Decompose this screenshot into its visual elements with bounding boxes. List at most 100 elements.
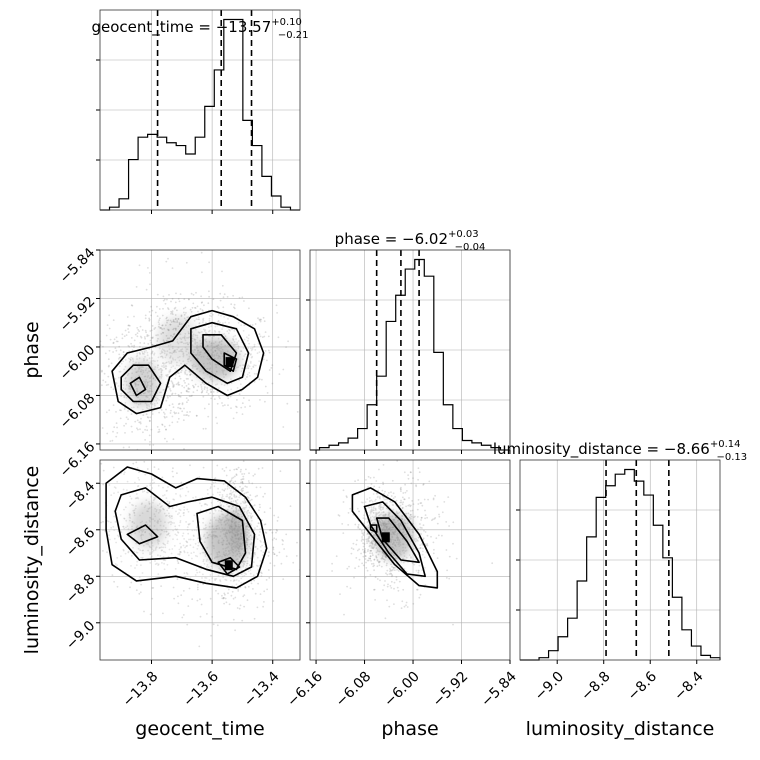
panel-geocent-time-vs-phase-sample <box>244 406 247 408</box>
panel-geocent-time-vs-phase-sample <box>197 316 200 319</box>
panel-geocent-time-vs-luminosity-distance-sample <box>221 594 223 597</box>
panel-phase-vs-luminosity-distance-sample <box>394 567 396 569</box>
panel-geocent-time-vs-luminosity-distance-sample <box>163 508 165 511</box>
panel-geocent-time-vs-phase-sample <box>138 357 141 360</box>
panel-geocent-time-vs-luminosity-distance-sample <box>233 579 236 582</box>
panel-geocent-time-vs-phase-sample <box>178 383 181 386</box>
panel-geocent-time-vs-luminosity-distance-sample <box>176 528 179 531</box>
panel-geocent-time-vs-phase-sample <box>148 405 151 408</box>
panel-geocent-time-vs-luminosity-distance-sample <box>122 548 125 551</box>
panel-geocent-time-vs-luminosity-distance-sample <box>145 499 148 501</box>
panel-phase-vs-luminosity-distance-sample <box>369 549 372 552</box>
panel-phase-vs-luminosity-distance-sample <box>342 501 345 503</box>
panel-phase-vs-luminosity-distance-sample <box>377 495 379 498</box>
panel-geocent-time-vs-luminosity-distance-sample <box>253 617 256 620</box>
panel-geocent-time-vs-phase-sample <box>185 390 188 393</box>
panel-geocent-time-vs-luminosity-distance-sample <box>234 596 237 599</box>
panel-phase-vs-luminosity-distance-sample <box>378 564 381 567</box>
panel-geocent-time-vs-phase-sample <box>264 400 266 403</box>
panel-phase-vs-luminosity-distance-sample <box>368 497 371 499</box>
panel-geocent-time-vs-phase-sample <box>234 343 237 346</box>
panel-phase-vs-luminosity-distance-sample <box>426 543 429 545</box>
panel-geocent-time-vs-luminosity-distance-sample <box>204 537 207 539</box>
panel-geocent-time-vs-phase-sample <box>158 428 161 431</box>
panel-geocent-time-vs-phase-sample <box>209 335 212 337</box>
panel-geocent-time-vs-luminosity-distance-sample <box>178 548 181 551</box>
panel-phase-vs-luminosity-distance-sample <box>376 512 379 515</box>
panel-geocent-time-vs-luminosity-distance-sample <box>159 554 162 557</box>
panel-phase-vs-luminosity-distance-sample <box>386 569 389 572</box>
panel-geocent-time-vs-luminosity-distance-sample <box>232 597 235 600</box>
panel-geocent-time-vs-luminosity-distance-sample <box>123 527 126 530</box>
panel-geocent-time-vs-luminosity-distance-sample <box>180 545 183 548</box>
panel-geocent-time-vs-luminosity-distance-sample <box>230 573 233 575</box>
panel-phase-vs-luminosity-distance-sample <box>405 505 407 508</box>
panel-phase-vs-luminosity-distance-sample <box>416 516 419 518</box>
panel-geocent-time-vs-phase-sample <box>203 328 205 331</box>
panel-geocent-time-vs-luminosity-distance-sample <box>195 569 198 572</box>
panel-phase-vs-luminosity-distance-sample <box>406 490 408 492</box>
panel-geocent-time-vs-phase-sample <box>146 351 149 354</box>
panel-phase-vs-luminosity-distance-sample <box>421 569 423 571</box>
panel-geocent-time-vs-luminosity-distance-sample <box>239 604 242 607</box>
panel-geocent-time-vs-phase-sample <box>253 380 256 383</box>
panel-geocent-time-vs-phase-sample <box>122 353 125 356</box>
panel-geocent-time-vs-luminosity-distance-sample <box>243 499 246 502</box>
panel-geocent-time-vs-phase-sample <box>177 384 180 386</box>
panel-geocent-time-vs-phase-sample <box>227 318 229 320</box>
panel-geocent-time-vs-luminosity-distance-sample <box>140 564 142 567</box>
panel-phase-vs-luminosity-distance-sample <box>412 548 415 550</box>
panel-geocent-time-vs-phase-sample <box>250 347 252 350</box>
panel-geocent-time-vs-phase-sample <box>197 310 199 313</box>
panel-phase-vs-luminosity-distance-sample <box>372 565 375 568</box>
panel-geocent-time-vs-phase-sample <box>168 294 170 296</box>
panel-geocent-time-vs-phase-sample <box>172 386 175 389</box>
panel-geocent-time-vs-phase-sample <box>177 412 180 415</box>
panel-geocent-time-vs-phase-sample <box>131 345 133 347</box>
panel-geocent-time-vs-phase-sample <box>231 328 234 331</box>
panel-geocent-time-vs-phase-sample <box>178 402 181 405</box>
panel-phase-vs-luminosity-distance-sample <box>341 523 344 525</box>
panel-phase-vs-luminosity-distance-sample <box>378 550 381 553</box>
panel-geocent-time-vs-phase-sample <box>249 354 252 356</box>
panel-phase-vs-luminosity-distance-sample <box>362 548 364 551</box>
panel-geocent-time-vs-luminosity-distance-sample <box>241 575 244 578</box>
panel-geocent-time-vs-phase-sample <box>170 366 173 369</box>
panel-geocent-time-vs-phase-sample <box>105 384 108 386</box>
panel-geocent-time-vs-luminosity-distance-sample <box>172 529 175 532</box>
panel-phase-vs-luminosity-distance-sample <box>372 562 375 565</box>
panel-geocent-time-vs-luminosity-distance-sample <box>151 487 154 489</box>
panel-phase-vs-luminosity-distance-frame <box>309 459 511 661</box>
panel-geocent-time-vs-phase-sample <box>193 386 195 389</box>
panel-geocent-time-vs-luminosity-distance-sample <box>240 478 243 481</box>
panel-geocent-time-vs-phase-sample <box>150 360 153 363</box>
panel-geocent-time-vs-luminosity-distance-sample <box>129 519 131 522</box>
panel-geocent-time-vs-luminosity-distance-sample <box>177 531 180 534</box>
panel-phase-vs-luminosity-distance-sample <box>409 471 412 474</box>
panel-geocent-time-vs-phase-sample <box>189 373 192 376</box>
panel-phase-vs-luminosity-distance-sample <box>369 509 372 512</box>
panel-geocent-time-vs-phase-sample <box>165 260 168 263</box>
panel-phase-vs-luminosity-distance-sample <box>389 568 391 570</box>
panel-phase-vs-luminosity-distance-sample <box>432 541 435 544</box>
panel-geocent-time-vs-luminosity-distance-sample <box>164 559 167 562</box>
panel-geocent-time-vs-luminosity-distance-sample <box>116 564 118 566</box>
panel-geocent-time-vs-phase-sample <box>124 329 127 332</box>
panel-geocent-time-vs-luminosity-distance-sample <box>162 546 165 549</box>
panel-geocent-time-vs-luminosity-distance-sample <box>236 575 239 577</box>
panel-geocent-time-vs-luminosity-distance-sample <box>206 613 208 615</box>
panel-geocent-time-vs-phase-sample <box>164 302 167 305</box>
panel-geocent-time-vs-phase-sample <box>133 315 135 318</box>
panel-phase-vs-luminosity-distance-sample <box>339 593 341 595</box>
panel-phase-vs-luminosity-distance-sample <box>370 520 373 523</box>
panel-geocent-time-vs-phase-sample <box>243 300 245 302</box>
panel-phase-vs-luminosity-distance-sample <box>360 530 363 532</box>
panel-phase-vs-luminosity-distance-sample <box>420 502 423 504</box>
panel-geocent-time-vs-phase-sample <box>161 424 164 426</box>
panel-geocent-time-vs-luminosity-distance-sample <box>217 574 220 577</box>
panel-geocent-time-vs-luminosity-distance-sample <box>222 597 225 599</box>
panel-phase-vs-luminosity-distance-sample <box>389 569 392 572</box>
panel-geocent-time-vs-luminosity-distance-sample <box>199 509 202 512</box>
panel-phase-vs-luminosity-distance-sample <box>375 515 378 518</box>
panel-geocent-time-vs-luminosity-distance-sample <box>256 538 259 540</box>
